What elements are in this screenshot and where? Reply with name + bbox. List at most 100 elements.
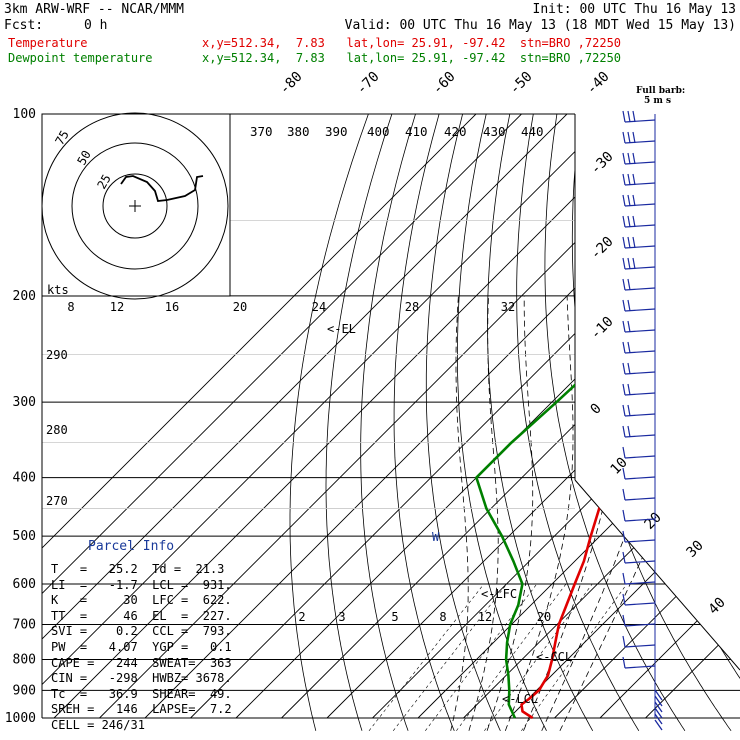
parcel-info-row: T = 25.2 Td = 21.3 bbox=[51, 562, 225, 576]
moist-adiabat bbox=[504, 295, 574, 731]
mixing-ratio-label-lower: 5 bbox=[391, 610, 398, 624]
wind-barb-flag bbox=[627, 320, 631, 333]
annotation-ccl: <-CCL bbox=[536, 650, 572, 664]
wind-barb-low bbox=[654, 695, 663, 707]
wind-barb-flag bbox=[627, 110, 631, 123]
wind-barb-flag bbox=[627, 362, 631, 375]
hodograph-ring bbox=[41, 112, 229, 300]
wind-barb-flag bbox=[632, 257, 636, 270]
wind-barb-flag bbox=[622, 131, 626, 144]
annotation-el: <-EL bbox=[327, 322, 356, 336]
isotherm-label: -70 bbox=[354, 69, 383, 98]
wind-barb-flag bbox=[627, 152, 631, 165]
hodograph-ring bbox=[71, 142, 199, 270]
dry-adiabat bbox=[649, 114, 740, 732]
wind-barb-flag bbox=[622, 278, 626, 291]
theta-top-label: 440 bbox=[521, 124, 544, 139]
dry-adiabat bbox=[571, 114, 732, 732]
dry-adiabat bbox=[598, 114, 740, 732]
wind-barb bbox=[624, 581, 656, 585]
mixing-ratio-label-upper: 24 bbox=[312, 300, 326, 314]
wind-barb-flag bbox=[627, 194, 631, 207]
diagonal-edge bbox=[574, 479, 740, 671]
mixing-ratio-line bbox=[484, 583, 593, 731]
wind-barb-low bbox=[654, 689, 663, 701]
mixing-ratio-line bbox=[368, 583, 485, 731]
annotation-w: W bbox=[432, 530, 440, 544]
wind-barb-flag bbox=[627, 215, 631, 228]
isotherm-label: -10 bbox=[588, 314, 617, 343]
mixing-ratio-label-upper: 16 bbox=[165, 300, 179, 314]
theta-top-label: 410 bbox=[405, 124, 428, 139]
valid-time: Valid: 00 UTC Thu 16 May 13 (18 MDT Wed … bbox=[344, 18, 736, 33]
hodograph-unit-label: kts bbox=[47, 283, 69, 297]
mixing-ratio-label-lower: 20 bbox=[537, 610, 551, 624]
hodograph-ring-label: 50 bbox=[74, 148, 93, 168]
wind-barb-flag bbox=[632, 152, 636, 165]
wind-barb-flag bbox=[622, 404, 626, 417]
isotherm-label: 20 bbox=[642, 510, 665, 533]
dry-adiabat bbox=[425, 114, 501, 731]
wind-barb-low bbox=[654, 719, 663, 731]
moist-adiabat bbox=[486, 295, 534, 731]
wind-barb bbox=[624, 539, 656, 543]
wind-barb-flag bbox=[627, 341, 631, 354]
parcel-info-row: SVI = 0.2 CCL = 793. bbox=[51, 624, 232, 639]
wind-barb-flag bbox=[622, 173, 626, 186]
pressure-label: 1000 bbox=[5, 711, 36, 726]
wind-barb-flag bbox=[622, 488, 626, 501]
parcel-info-table: T = 25.2 Td = 21.3 LI = -1.7 LCL = 931. K … bbox=[51, 562, 232, 734]
wind-barb-flag bbox=[627, 278, 631, 291]
dry-adiabat bbox=[544, 114, 686, 732]
pressure-label: 100 bbox=[13, 107, 36, 122]
moist-adiabat bbox=[450, 295, 469, 731]
forecast-label: Fcst: bbox=[4, 18, 44, 33]
wind-barb-flag bbox=[622, 572, 626, 585]
isotherm-label: -50 bbox=[507, 69, 536, 98]
mixing-ratio-line bbox=[392, 583, 507, 731]
wind-barb-flag bbox=[622, 656, 626, 669]
barb-legend-line2: 5 m s bbox=[644, 96, 672, 106]
wind-barb-flag bbox=[622, 614, 626, 627]
wind-barb-flag bbox=[622, 215, 626, 228]
mixing-ratio-label-lower: 8 bbox=[439, 610, 446, 624]
parcel-info-row: CIN = -298 HWBZ= 3678. bbox=[51, 671, 232, 686]
legend-dewpoint-readout: x,y=512.34, 7.83 lat,lon= 25.91, -97.42 … bbox=[202, 51, 622, 65]
mixing-ratio-label-upper: 28 bbox=[405, 300, 419, 314]
isotherm-line bbox=[53, 114, 659, 719]
isotherm-label: -80 bbox=[277, 69, 306, 98]
dry-adiabat bbox=[624, 114, 740, 732]
wind-barb-low bbox=[654, 701, 663, 713]
wind-barb bbox=[624, 644, 656, 648]
hodograph-ring-label: 75 bbox=[52, 128, 71, 148]
wind-barb-flag bbox=[622, 446, 626, 459]
wind-barb-flag bbox=[627, 404, 631, 417]
wind-barb-flag bbox=[622, 635, 626, 648]
wind-barb-flag bbox=[622, 509, 626, 522]
dry-adiabat bbox=[673, 114, 740, 732]
theta-top-label: 430 bbox=[483, 124, 506, 139]
isotherm-line bbox=[508, 114, 740, 719]
dry-adiabat bbox=[289, 114, 369, 731]
dry-adiabat bbox=[393, 114, 455, 731]
forecast-value: 0 h bbox=[84, 18, 108, 33]
moist-adiabat bbox=[541, 295, 678, 731]
parcel-info-row: SREH = 146 LAPSE= 7.2 bbox=[51, 702, 232, 717]
wind-barb-flag bbox=[622, 320, 626, 333]
isotherm-label: 40 bbox=[706, 595, 729, 618]
mixing-ratio-label-upper: 12 bbox=[110, 300, 124, 314]
theta-top-label: 400 bbox=[367, 124, 390, 139]
isotherm-line bbox=[42, 114, 568, 719]
wind-barb-flag bbox=[622, 152, 626, 165]
annotations: <-EL <-LFC <-CCL <-LCL W bbox=[327, 322, 572, 706]
wind-barb-flag bbox=[627, 425, 631, 438]
wind-barb-flag bbox=[622, 467, 626, 480]
annotation-lcl: <-LCL bbox=[502, 692, 538, 706]
hodograph-ring-label: 25 bbox=[94, 172, 113, 192]
isotherm-line bbox=[463, 114, 740, 719]
wind-barb bbox=[624, 623, 656, 627]
wind-barb-flag bbox=[622, 362, 626, 375]
parcel-info-row: CELL = 246/31 bbox=[51, 717, 145, 732]
wind-barb-flag bbox=[627, 173, 631, 186]
